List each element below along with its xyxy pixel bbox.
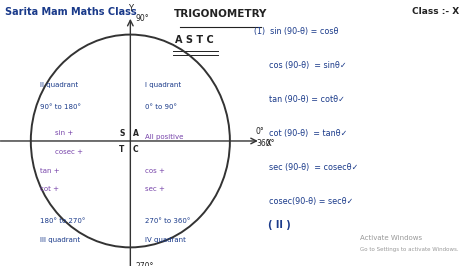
Text: 180° to 270°: 180° to 270° xyxy=(40,218,86,224)
Text: A S T C: A S T C xyxy=(175,35,214,45)
Text: Sarita Mam Maths Class: Sarita Mam Maths Class xyxy=(5,7,137,17)
Text: 0°: 0° xyxy=(256,127,264,136)
Text: tan (90-θ) = cotθ✓: tan (90-θ) = cotθ✓ xyxy=(254,95,345,104)
Text: (1)  sin (90-θ) = cosθ: (1) sin (90-θ) = cosθ xyxy=(254,27,338,36)
Text: sec (90-θ)  = cosecθ✓: sec (90-θ) = cosecθ✓ xyxy=(254,163,358,172)
Text: cosec +: cosec + xyxy=(55,149,82,155)
Text: 270°: 270° xyxy=(135,262,154,266)
Text: cot +: cot + xyxy=(40,186,59,192)
Text: Class :- X: Class :- X xyxy=(412,7,460,16)
Text: tan +: tan + xyxy=(40,168,60,174)
Text: 270° to 360°: 270° to 360° xyxy=(145,218,190,224)
Text: ( II ): ( II ) xyxy=(268,220,291,230)
Text: III quadrant: III quadrant xyxy=(40,237,81,243)
Text: 90°: 90° xyxy=(135,14,149,23)
Text: 360°: 360° xyxy=(256,139,274,148)
Text: S: S xyxy=(119,129,125,138)
Text: C: C xyxy=(133,145,138,154)
Text: All positive: All positive xyxy=(145,134,183,140)
Text: X: X xyxy=(265,139,271,148)
Text: 90° to 180°: 90° to 180° xyxy=(40,104,81,110)
Text: cos (90-θ)  = sinθ✓: cos (90-θ) = sinθ✓ xyxy=(254,61,346,70)
Text: cos +: cos + xyxy=(145,168,164,174)
Text: Go to Settings to activate Windows.: Go to Settings to activate Windows. xyxy=(360,247,459,252)
Text: T: T xyxy=(119,145,125,154)
Text: I quadrant: I quadrant xyxy=(145,82,181,89)
Text: cot (90-θ)  = tanθ✓: cot (90-θ) = tanθ✓ xyxy=(254,129,347,138)
Text: sin +: sin + xyxy=(55,130,73,136)
Text: A: A xyxy=(133,129,138,138)
Text: sec +: sec + xyxy=(145,186,164,192)
Text: IV quadrant: IV quadrant xyxy=(145,237,185,243)
Text: 0° to 90°: 0° to 90° xyxy=(145,104,177,110)
Text: Activate Windows: Activate Windows xyxy=(360,235,422,242)
Text: cosec(90-θ) = secθ✓: cosec(90-θ) = secθ✓ xyxy=(254,197,353,206)
Text: II quadrant: II quadrant xyxy=(40,82,78,89)
Text: Y: Y xyxy=(128,4,133,13)
Text: TRIGONOMETRY: TRIGONOMETRY xyxy=(174,9,267,19)
